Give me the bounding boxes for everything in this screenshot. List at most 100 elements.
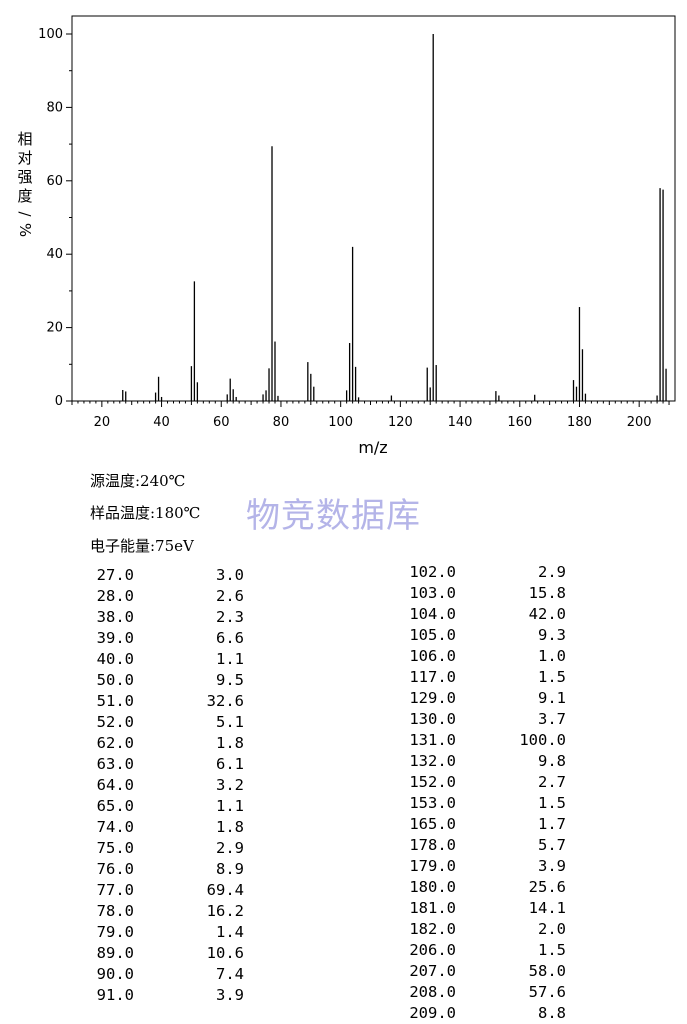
peak-intensity: 2.7 (538, 773, 566, 791)
peak-mz: 74.0 (96, 818, 134, 836)
peak-table-row: 209.0 8.8 (398, 1003, 568, 1024)
x-tick-label: 20 (94, 415, 111, 430)
peak-table-row: 165.0 1.7 (398, 814, 568, 835)
peak-mz: 132.0 (409, 752, 456, 770)
peak-intensity: 2.9 (538, 563, 566, 581)
peak-table-row: 179.0 3.9 (398, 856, 568, 877)
peak-intensity: 7.4 (216, 965, 244, 983)
peak-intensity: 3.7 (538, 710, 566, 728)
y-tick-label: 0 (55, 394, 63, 409)
electron-energy: 电子能量:75eV (90, 537, 194, 555)
peak-intensity: 3.2 (216, 776, 244, 794)
peak-mz: 178.0 (409, 836, 456, 854)
x-tick-label: 60 (213, 415, 230, 430)
x-tick-label: 40 (153, 415, 170, 430)
peak-intensity: 5.7 (538, 836, 566, 854)
peak-intensity: 1.7 (538, 815, 566, 833)
peak-table-row: 78.0 16.2 (88, 901, 248, 922)
peak-table-row: 208.0 57.6 (398, 982, 568, 1003)
peak-intensity: 100.0 (519, 731, 566, 749)
peak-intensity: 3.9 (538, 857, 566, 875)
peak-table-row: 79.0 1.4 (88, 922, 248, 943)
x-tick-label: 180 (567, 415, 592, 430)
peak-table-row: 182.0 2.0 (398, 919, 568, 940)
peak-mz: 206.0 (409, 941, 456, 959)
peak-intensity: 8.8 (538, 1004, 566, 1022)
peak-mz: 77.0 (96, 881, 134, 899)
peak-mz: 90.0 (96, 965, 134, 983)
peak-mz: 40.0 (96, 650, 134, 668)
peak-mz: 152.0 (409, 773, 456, 791)
source-temperature: 源温度:240℃ (90, 472, 186, 490)
y-axis-title-char: 相 (17, 130, 33, 148)
peak-table-row: 52.0 5.1 (88, 712, 248, 733)
peak-mz: 79.0 (96, 923, 134, 941)
peak-mz: 78.0 (96, 902, 134, 920)
peak-table-row: 181.0 14.1 (398, 898, 568, 919)
peak-intensity: 2.6 (216, 587, 244, 605)
peak-table-row: 51.0 32.6 (88, 691, 248, 712)
peak-intensity: 6.6 (216, 629, 244, 647)
peak-table-row: 102.0 2.9 (398, 562, 568, 583)
peak-mz: 39.0 (96, 629, 134, 647)
y-tick-label: 100 (38, 27, 63, 42)
peak-intensity: 58.0 (528, 962, 566, 980)
peak-intensity: 10.6 (206, 944, 244, 962)
peak-mz: 117.0 (409, 668, 456, 686)
x-tick-label: 140 (448, 415, 473, 430)
peak-table-row: 74.0 1.8 (88, 817, 248, 838)
y-tick-label: 60 (46, 174, 63, 189)
peak-table-row: 63.0 6.1 (88, 754, 248, 775)
peak-table-row: 180.0 25.6 (398, 877, 568, 898)
peak-table-row: 65.0 1.1 (88, 796, 248, 817)
peak-table-row: 131.0 100.0 (398, 730, 568, 751)
sample-temperature: 样品温度:180℃ (90, 504, 201, 522)
peak-mz: 38.0 (96, 608, 134, 626)
peak-mz: 181.0 (409, 899, 456, 917)
y-axis-title-char: 对 (17, 149, 33, 167)
y-tick-label: 20 (46, 321, 63, 336)
peak-intensity: 16.2 (206, 902, 244, 920)
peak-intensity: 1.1 (216, 797, 244, 815)
y-tick-label: 40 (46, 247, 63, 262)
peak-intensity: 1.1 (216, 650, 244, 668)
plot-frame (71, 15, 676, 402)
peak-table-row: 129.0 9.1 (398, 688, 568, 709)
peak-mz: 106.0 (409, 647, 456, 665)
peak-mz: 105.0 (409, 626, 456, 644)
x-tick-label: 120 (388, 415, 413, 430)
peak-intensity: 1.5 (538, 794, 566, 812)
peak-intensity: 1.4 (216, 923, 244, 941)
peak-intensity: 9.1 (538, 689, 566, 707)
peak-intensity: 9.8 (538, 752, 566, 770)
peak-table-row: 38.0 2.3 (88, 607, 248, 628)
peak-intensity: 42.0 (528, 605, 566, 623)
peak-intensity: 9.5 (216, 671, 244, 689)
peak-intensity: 25.6 (528, 878, 566, 896)
x-tick-label: 200 (627, 415, 652, 430)
peak-mz: 28.0 (96, 587, 134, 605)
peak-intensity: 6.1 (216, 755, 244, 773)
peak-table-row: 104.0 42.0 (398, 604, 568, 625)
peak-mz: 52.0 (96, 713, 134, 731)
peak-intensity: 2.9 (216, 839, 244, 857)
peak-table-row: 50.0 9.5 (88, 670, 248, 691)
peak-mz: 102.0 (409, 563, 456, 581)
peak-mz: 182.0 (409, 920, 456, 938)
peak-table-row: 28.0 2.6 (88, 586, 248, 607)
x-tick-label: 80 (273, 415, 290, 430)
peak-table-row: 40.0 1.1 (88, 649, 248, 670)
peak-table-row: 105.0 9.3 (398, 625, 568, 646)
peak-mz: 208.0 (409, 983, 456, 1001)
peak-mz: 75.0 (96, 839, 134, 857)
peak-table-row: 152.0 2.7 (398, 772, 568, 793)
peak-mz: 207.0 (409, 962, 456, 980)
peak-mz: 27.0 (96, 566, 134, 584)
y-axis-title-char: % (16, 222, 34, 238)
peak-table-row: 130.0 3.7 (398, 709, 568, 730)
peak-table-row: 207.0 58.0 (398, 961, 568, 982)
peak-mz: 180.0 (409, 878, 456, 896)
peak-mz: 130.0 (409, 710, 456, 728)
peak-mz: 50.0 (96, 671, 134, 689)
